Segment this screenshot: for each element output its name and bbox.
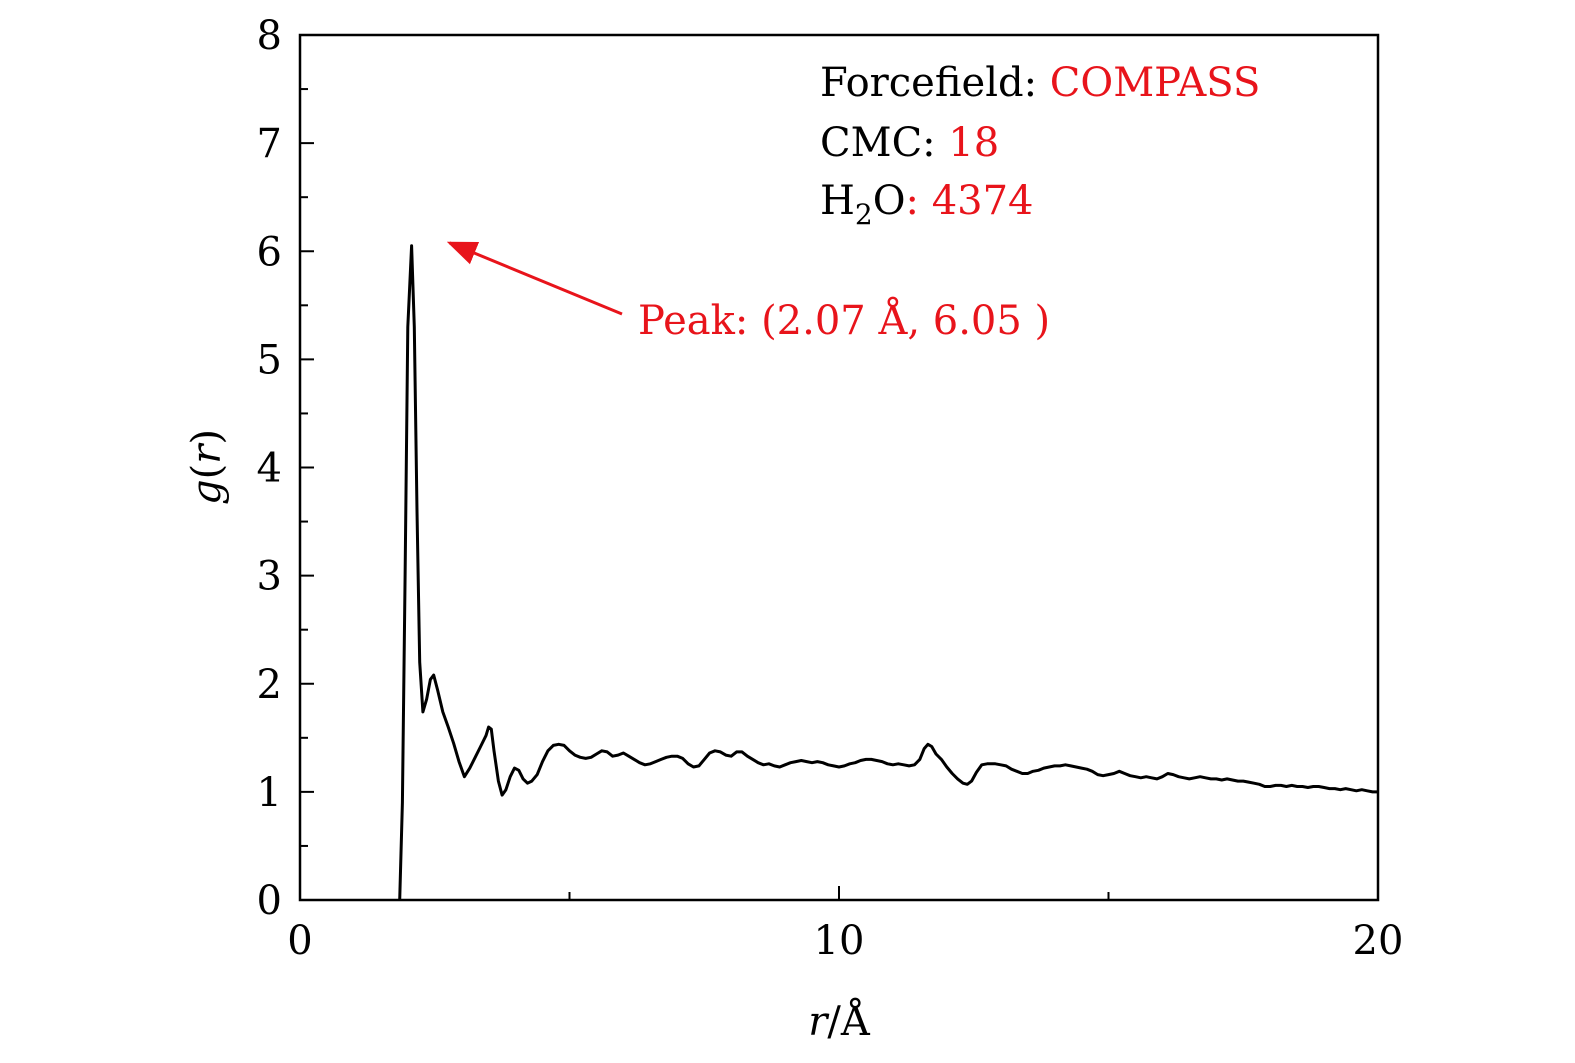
y-tick-label: 3: [257, 554, 282, 600]
rdf-series-line: [398, 244, 1378, 901]
legend-line-cmc: CMC: 18: [820, 120, 999, 166]
y-axis-label: g(r): [184, 429, 230, 505]
y-tick-label: 8: [257, 13, 282, 59]
legend-water-key-tail: O: [873, 178, 906, 224]
y-tick-label: 5: [257, 337, 282, 383]
x-axis-unit: Å: [840, 998, 871, 1045]
y-tick-label: 1: [257, 770, 282, 816]
y-axis-func: g: [184, 479, 230, 505]
tick-labels: 0 1 2 3 4 5 6 7 8 0 10 20: [257, 13, 1404, 964]
legend-water-key: H: [820, 178, 855, 224]
x-tick-label: 20: [1353, 918, 1404, 964]
x-axis-sep: /: [827, 999, 841, 1045]
legend-line-water: H2O: 4374: [820, 178, 1034, 231]
legend-water-sub: 2: [855, 198, 873, 231]
y-axis-open: (: [184, 464, 230, 480]
legend-forcefield-value: COMPASS: [1050, 60, 1261, 106]
legend-forcefield-key: Forcefield:: [820, 60, 1050, 106]
legend-line-forcefield: Forcefield: COMPASS: [820, 60, 1260, 106]
y-axis-close: ): [184, 429, 230, 445]
legend-cmc-value: 18: [948, 120, 999, 166]
y-axis-var: r: [184, 442, 230, 464]
plot-frame: [298, 33, 1380, 902]
x-tick-label: 0: [287, 918, 312, 964]
legend-cmc-key: CMC:: [820, 120, 948, 166]
y-tick-label: 2: [257, 662, 282, 708]
x-tick-label: 10: [814, 918, 865, 964]
x-axis-var: r: [808, 999, 830, 1045]
legend: Forcefield: COMPASS CMC: 18 H2O: 4374: [820, 60, 1260, 231]
x-axis-label: r/Å: [808, 998, 871, 1045]
y-tick-label: 6: [257, 229, 282, 275]
peak-annotation: Peak: (2.07 Å, 6.05 ): [638, 297, 1050, 344]
legend-water-value: : 4374: [906, 178, 1034, 224]
y-tick-label: 0: [257, 878, 282, 924]
peak-arrow: [446, 241, 623, 316]
y-tick-label: 7: [257, 121, 282, 167]
y-tick-label: 4: [257, 446, 282, 492]
